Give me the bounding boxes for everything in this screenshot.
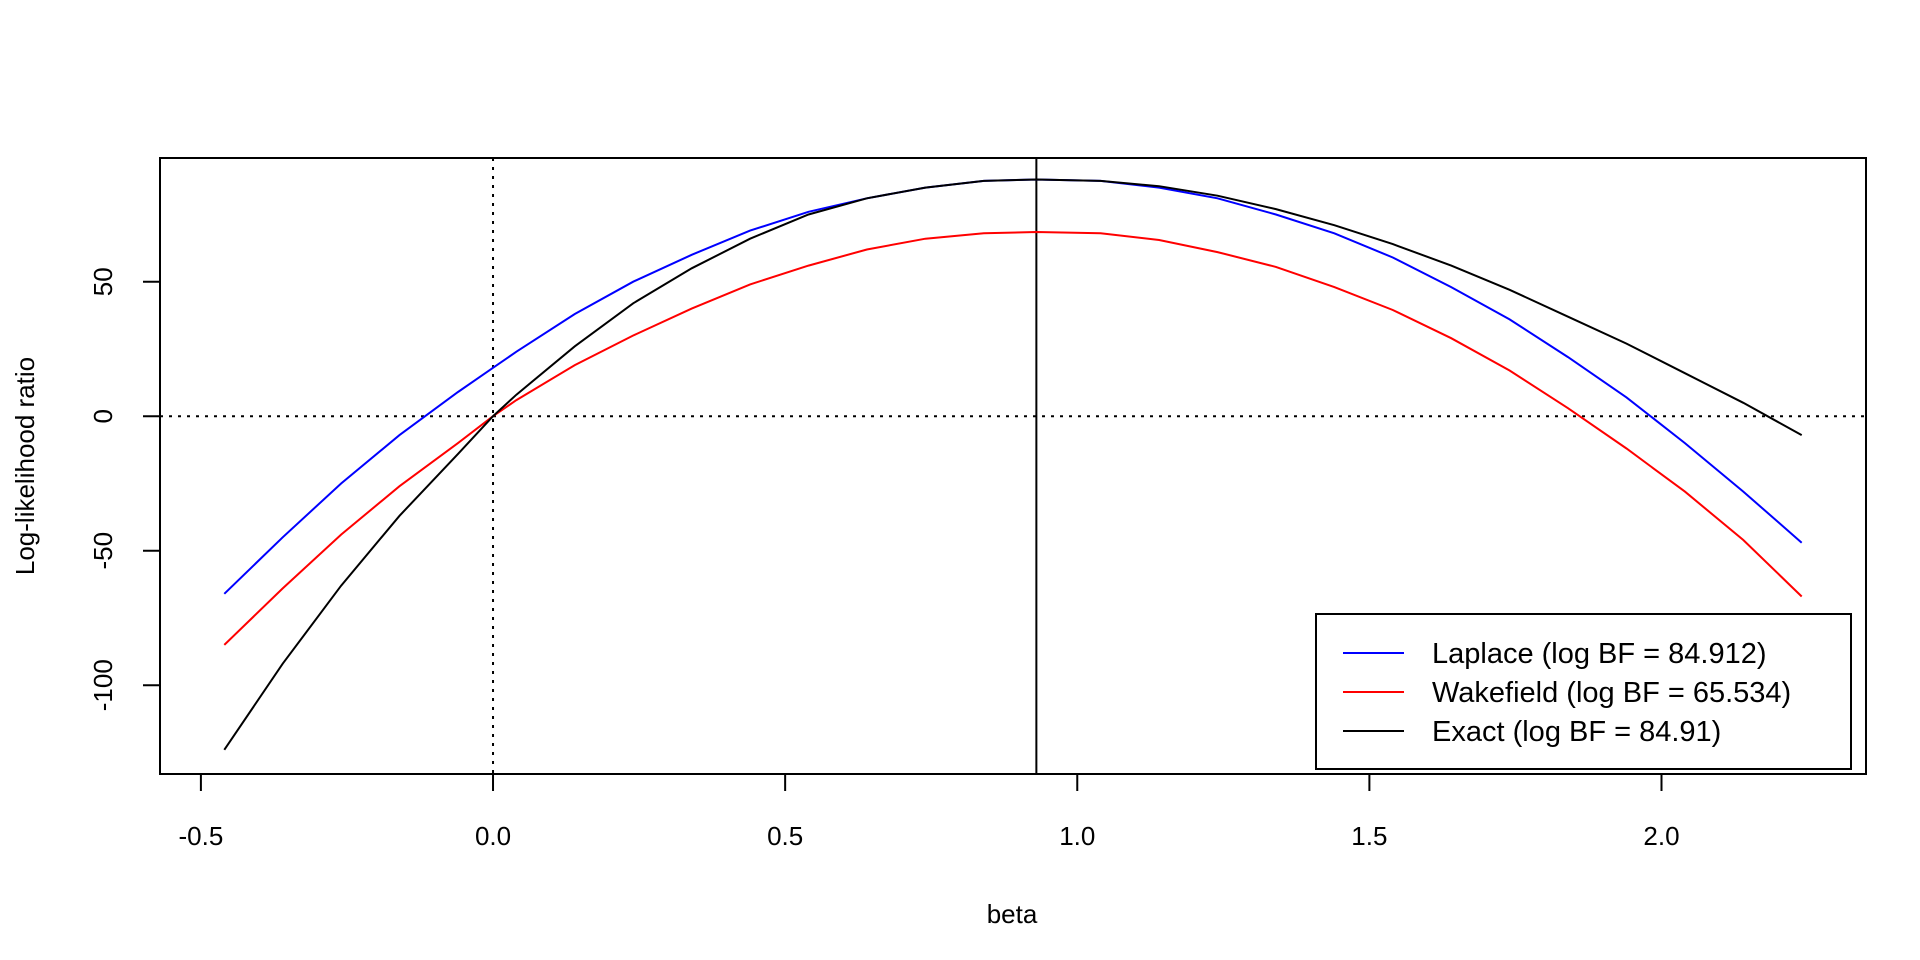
legend-label: Exact (log BF = 84.91) [1432, 716, 1721, 748]
x-tick-label: -0.5 [178, 821, 223, 851]
series-line-2 [223, 178, 1803, 751]
x-tick-label: 1.5 [1351, 821, 1387, 851]
x-tick-label: 1.0 [1059, 821, 1095, 851]
y-tick-label: 50 [88, 267, 118, 296]
y-axis: -100 -50 0 50 [88, 267, 161, 711]
x-tick-label: 0.5 [767, 821, 803, 851]
x-axis-label: beta [987, 899, 1038, 929]
x-tick-label: 0.0 [475, 821, 511, 851]
series-line-0 [223, 178, 1803, 595]
y-tick-label: -50 [88, 532, 118, 570]
y-axis-label: Log-likelihood ratio [10, 357, 40, 575]
legend-label: Laplace (log BF = 84.912) [1432, 638, 1767, 670]
reference-lines [160, 158, 1866, 774]
legend-label: Wakefield (log BF = 65.534) [1432, 677, 1791, 709]
series-lines [223, 178, 1803, 751]
legend: Laplace (log BF = 84.912) Wakefield (log … [1315, 613, 1852, 770]
y-tick-label: 0 [88, 409, 118, 423]
y-tick-label: -100 [88, 659, 118, 711]
legend-box [1315, 613, 1852, 770]
x-axis: -0.5 0.0 0.5 1.0 1.5 2.0 [178, 773, 1680, 851]
x-tick-label: 2.0 [1643, 821, 1679, 851]
series-line-1 [223, 230, 1803, 646]
